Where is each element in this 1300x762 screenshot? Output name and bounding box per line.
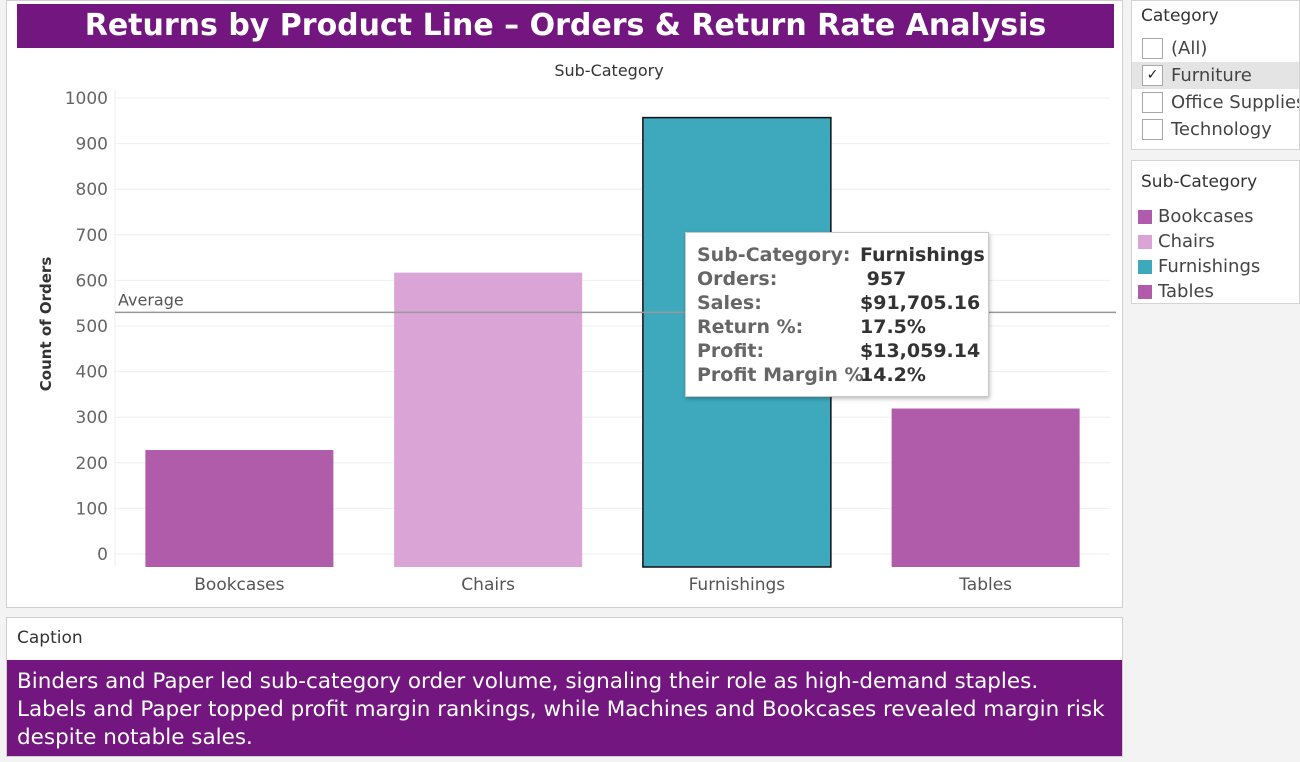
- legend-item-tables[interactable]: Tables: [1132, 279, 1299, 303]
- chart-panel: 0 100 200 300 400 500 600 700 800 900 1000 Sub-Cate…: [6, 0, 1123, 608]
- filter-option-label: Technology: [1171, 119, 1272, 140]
- tooltip-value: Furnishings: [860, 244, 985, 266]
- tooltip-row-profit-margin: Profit Margin %: 14.2%: [697, 363, 988, 387]
- legend-swatch: [1138, 285, 1152, 299]
- y-tick-label: 800: [76, 180, 108, 200]
- tooltip-value: 14.2%: [860, 364, 926, 386]
- y-tick-label: 1000: [65, 89, 108, 109]
- legend-item-bookcases[interactable]: Bookcases: [1132, 204, 1299, 229]
- filter-option-label: Office Supplies: [1171, 92, 1300, 113]
- y-tick-label: 700: [76, 226, 108, 246]
- y-tick-label: 500: [76, 317, 108, 337]
- tooltip-row-return-pct: Return %: 17.5%: [697, 315, 988, 339]
- filter-option-all[interactable]: (All): [1132, 35, 1299, 62]
- y-tick-label: 600: [76, 271, 108, 291]
- caption-header: Caption: [17, 628, 83, 648]
- tooltip-value: 957: [860, 268, 907, 290]
- caption-body: Binders and Paper led sub-category order…: [7, 660, 1122, 756]
- checkbox-checked[interactable]: ✓: [1142, 65, 1163, 86]
- tooltip-key: Profit:: [697, 340, 765, 362]
- legend-swatch: [1138, 210, 1152, 224]
- y-tick-label: 300: [76, 408, 108, 428]
- tooltip-row-subcategory: Sub-Category: Furnishings: [697, 243, 988, 267]
- bar-bookcases: [145, 450, 334, 567]
- x-tick-label: Bookcases: [194, 575, 284, 595]
- y-axis-title: Count of Orders: [37, 257, 55, 392]
- tooltip-value: $91,705.16: [860, 292, 981, 314]
- legend-item-chairs[interactable]: Chairs: [1132, 229, 1299, 254]
- x-tick-label: Furnishings: [689, 575, 786, 595]
- caption-line: Binders and Paper led sub-category order…: [17, 669, 1039, 694]
- y-tick-label: 0: [97, 545, 108, 565]
- tooltip-key: Return %:: [697, 316, 804, 338]
- tooltip-value: 17.5%: [860, 316, 926, 338]
- caption-line: Labels and Paper topped profit margin ra…: [17, 697, 1105, 750]
- legend-item-furnishings[interactable]: Furnishings: [1132, 254, 1299, 279]
- tooltip-key: Profit Margin %:: [697, 364, 872, 386]
- tooltip-key: Sub-Category:: [697, 244, 851, 266]
- category-filter: Category (All) ✓ Furniture Office Suppli…: [1131, 0, 1300, 150]
- legend-label: Chairs: [1158, 231, 1215, 252]
- tooltip-row-sales: Sales: $91,705.16: [697, 291, 988, 315]
- bar-chart: 0 100 200 300 400 500 600 700 800 900 1000 Sub-Cate…: [37, 61, 1116, 595]
- y-tick-label: 100: [76, 499, 108, 519]
- column-header: Sub-Category: [554, 61, 663, 80]
- checkbox[interactable]: [1142, 119, 1163, 140]
- subcategory-legend-title: Sub-Category: [1141, 172, 1258, 192]
- tooltip-key: Sales:: [697, 292, 762, 314]
- tooltip-value: $13,059.14: [860, 340, 981, 362]
- checkbox[interactable]: [1142, 92, 1163, 113]
- bar-tables: [891, 408, 1080, 567]
- legend-label: Furnishings: [1158, 256, 1261, 277]
- subcategory-legend: Sub-Category Bookcases Chairs Furnishing…: [1131, 160, 1300, 304]
- y-tick-label: 900: [76, 135, 108, 155]
- checkbox[interactable]: [1142, 38, 1163, 59]
- legend-swatch: [1138, 260, 1152, 274]
- tooltip-row-orders: Orders: 957: [697, 267, 988, 291]
- filter-option-label: (All): [1171, 38, 1208, 59]
- dashboard-title: Returns by Product Line – Orders & Retur…: [17, 4, 1114, 48]
- legend-label: Bookcases: [1158, 206, 1254, 227]
- legend-label: Tables: [1158, 281, 1214, 302]
- tooltip-key: Orders:: [697, 268, 778, 290]
- filter-option-office-supplies[interactable]: Office Supplies: [1132, 89, 1299, 116]
- filter-option-technology[interactable]: Technology: [1132, 116, 1299, 143]
- y-tick-label: 400: [76, 363, 108, 383]
- tooltip: Sub-Category: Furnishings Orders: 957 Sa…: [685, 232, 989, 397]
- caption-panel: Caption Binders and Paper led sub-catego…: [6, 617, 1123, 757]
- legend-swatch: [1138, 235, 1152, 249]
- y-tick-label: 200: [76, 454, 108, 474]
- average-label: Average: [118, 290, 184, 309]
- x-tick-label: Tables: [958, 575, 1012, 595]
- category-filter-title: Category: [1141, 6, 1219, 26]
- filter-option-label: Furniture: [1171, 65, 1252, 86]
- bar-chairs: [394, 272, 583, 567]
- filter-option-furniture[interactable]: ✓ Furniture: [1132, 62, 1299, 89]
- tooltip-row-profit: Profit: $13,059.14: [697, 339, 988, 363]
- x-tick-label: Chairs: [461, 575, 515, 595]
